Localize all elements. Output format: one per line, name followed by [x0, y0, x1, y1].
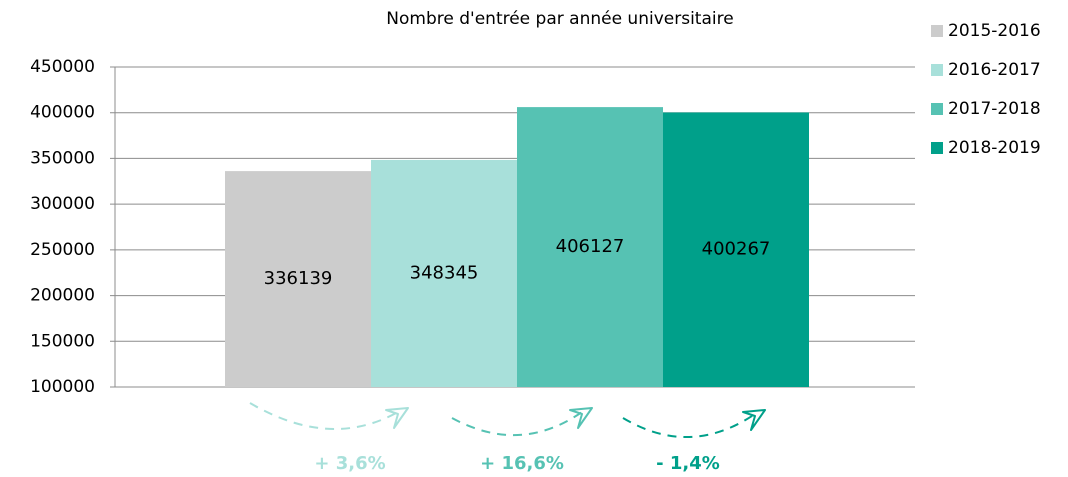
arrow: [622, 413, 756, 439]
legend-swatch: [931, 64, 943, 76]
bar: [225, 171, 371, 387]
legend-label: 2018-2019: [948, 138, 1041, 158]
legend-label: 2015-2016: [948, 21, 1041, 41]
legend-swatch: [931, 142, 943, 154]
legend-label: 2017-2018: [948, 99, 1041, 119]
bar: [663, 112, 809, 388]
arrow-head: [569, 407, 593, 429]
chart-title: Nombre d'entrée par année universitaire: [386, 9, 733, 29]
y-tick-label: 100000: [30, 377, 95, 397]
legend-swatch: [931, 25, 943, 37]
bar: [517, 107, 663, 387]
annotation: + 16,6%: [480, 453, 564, 474]
y-tick-label: 200000: [30, 286, 95, 306]
legend-swatch: [931, 103, 943, 115]
y-tick-label: 150000: [30, 331, 95, 351]
y-tick-label: 400000: [30, 103, 95, 123]
data-label: 400267: [702, 239, 771, 260]
y-tick-label: 350000: [30, 148, 95, 168]
data-label: 406127: [556, 236, 625, 257]
annotation: + 3,6%: [314, 453, 385, 474]
data-label: 348345: [410, 262, 479, 283]
arrow-head: [385, 407, 409, 429]
bar: [371, 159, 517, 387]
y-tick-label: 450000: [30, 57, 95, 77]
annotation: - 1,4%: [656, 453, 720, 474]
arrow-head: [742, 409, 766, 431]
y-tick-label: 300000: [30, 194, 95, 214]
legend-label: 2016-2017: [948, 60, 1041, 80]
data-label: 336139: [264, 268, 333, 289]
arrow: [451, 411, 583, 437]
arrow: [249, 402, 399, 430]
y-tick-label: 250000: [30, 240, 95, 260]
